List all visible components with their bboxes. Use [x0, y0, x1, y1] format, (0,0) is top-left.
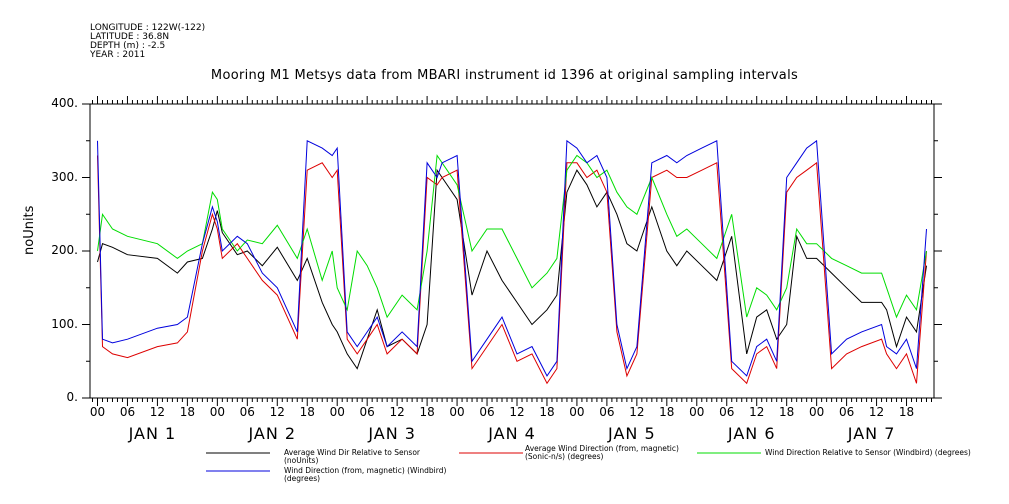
x-hour-label: 06	[838, 405, 855, 419]
x-hour-label: 12	[269, 405, 285, 419]
x-hour-label: 18	[419, 405, 435, 419]
x-hour-label: 12	[749, 405, 765, 419]
x-hour-label: 12	[629, 405, 645, 419]
series-line-4	[97, 139, 927, 377]
x-hour-label: 12	[509, 405, 525, 419]
x-hour-label: 12	[389, 405, 405, 419]
x-hour-label: 00	[808, 405, 825, 419]
x-hour-label: 06	[479, 405, 495, 419]
series-line-2	[97, 155, 927, 385]
series-line-3	[97, 154, 927, 319]
x-hour-label: 06	[359, 405, 375, 419]
x-hour-label: 18	[539, 405, 555, 419]
x-hour-label: 12	[149, 405, 166, 419]
x-hour-label: 18	[299, 405, 315, 419]
y-tick-label: 400.	[51, 96, 78, 110]
x-hour-label: 00	[89, 405, 106, 419]
y-tick-label: 0.	[66, 390, 78, 404]
meta-depth: DEPTH (m) : -2.5	[90, 41, 166, 51]
x-day-label: JAN 2	[248, 424, 297, 443]
meta-longitude: LONGITUDE : 122W(-122)	[90, 23, 206, 33]
x-hour-label: 00	[209, 405, 225, 419]
x-hour-label: 06	[119, 405, 136, 419]
x-hour-label: 18	[659, 405, 675, 419]
x-hour-label: 06	[719, 405, 735, 419]
x-hour-label: 18	[779, 405, 795, 419]
y-tick-label: 200.	[51, 243, 78, 257]
legend-entry-4: Wind Direction (from, magnetic) (Windbir…	[284, 466, 447, 483]
x-day-label: JAN 4	[488, 424, 536, 443]
x-hour-label: 00	[569, 405, 585, 419]
x-hour-label: 00	[689, 405, 705, 419]
x-hour-label: 18	[179, 405, 196, 419]
x-day-label: JAN 1	[128, 424, 177, 443]
legend-entry-2: Average Wind Direction (from, magnetic) …	[525, 444, 679, 461]
y-tick-label: 300.	[51, 169, 78, 184]
legend-entry-1: Average Wind Dir Relative to Sensor (noU…	[284, 448, 420, 465]
x-hour-label: 00	[449, 405, 465, 419]
series-line-1	[97, 168, 927, 370]
x-hour-label: 06	[239, 405, 255, 419]
chart-title: Mooring M1 Metsys data from MBARI instru…	[210, 68, 799, 83]
meta-latitude: LATITUDE : 36.8N	[90, 32, 170, 42]
x-hour-label: 12	[868, 405, 885, 419]
legend-entry-3: Wind Direction Relative to Sensor (Windb…	[765, 448, 971, 457]
x-day-label: JAN 7	[847, 424, 896, 443]
x-day-label: JAN 6	[727, 424, 776, 443]
x-hour-label: 18	[898, 405, 915, 419]
meta-year: YEAR : 2011	[90, 50, 146, 60]
y-tick-label: 100.	[51, 316, 78, 331]
x-day-label: JAN 5	[608, 424, 656, 443]
x-hour-label: 06	[599, 405, 615, 419]
x-day-label: JAN 3	[368, 424, 416, 443]
x-hour-label: 00	[329, 405, 345, 419]
